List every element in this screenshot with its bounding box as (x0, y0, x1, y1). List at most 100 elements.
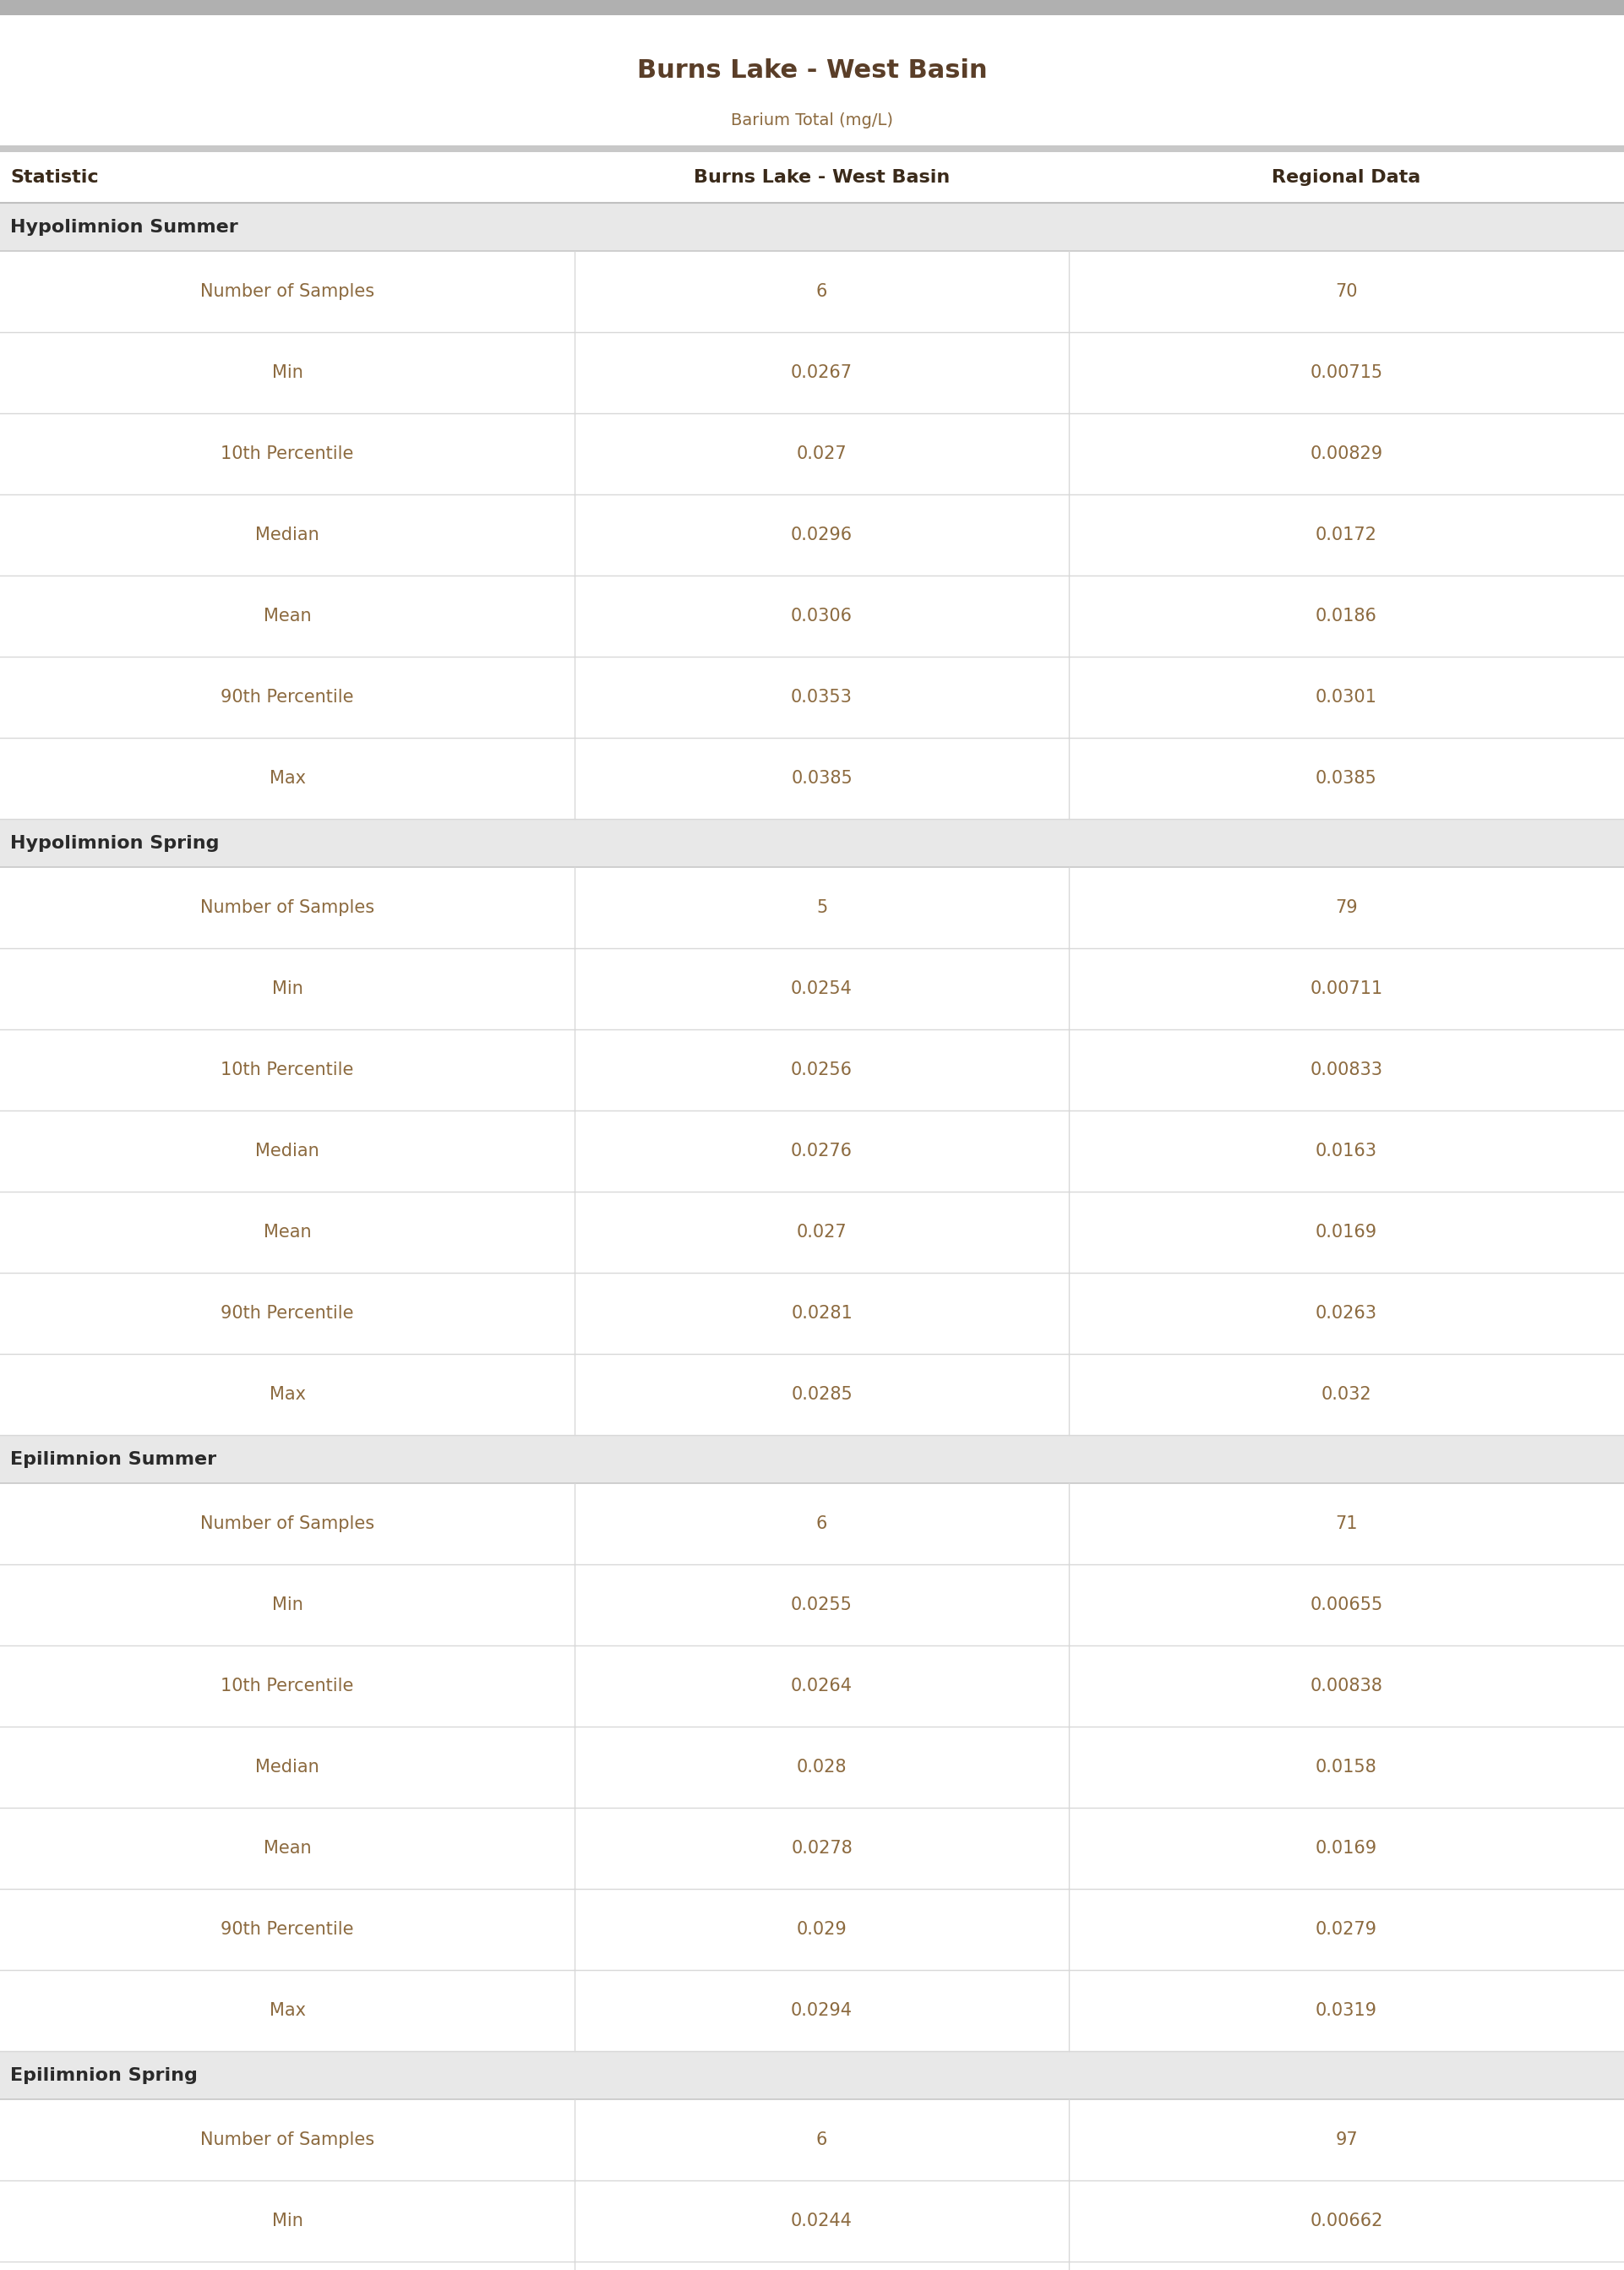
Bar (0, 1807, 1624, 1889)
Bar (0, 2100, 1624, 2181)
Text: 0.032: 0.032 (1322, 1387, 1372, 1403)
Bar (0, 413, 1624, 495)
Text: Barium Total (mg/L): Barium Total (mg/L) (731, 111, 893, 127)
Bar (0, 2181, 1624, 2261)
Text: 0.0285: 0.0285 (791, 1387, 853, 1403)
Text: 0.0256: 0.0256 (791, 1062, 853, 1078)
Text: Hypolimnion Summer: Hypolimnion Summer (10, 218, 239, 236)
Bar (0, 1028, 1624, 1110)
Text: Number of Samples: Number of Samples (200, 2132, 375, 2147)
Bar (0, 1564, 1624, 1646)
Text: 0.0353: 0.0353 (791, 688, 853, 706)
Text: Number of Samples: Number of Samples (200, 899, 375, 917)
Text: 0.0294: 0.0294 (791, 2002, 853, 2018)
Text: 0.0186: 0.0186 (1315, 608, 1377, 624)
Text: Mean: Mean (263, 608, 312, 624)
Text: 0.029: 0.029 (796, 1920, 848, 1939)
Text: Number of Samples: Number of Samples (200, 1516, 375, 1532)
Bar (0, 1110, 1624, 1192)
Text: Regional Data: Regional Data (1272, 168, 1421, 186)
Bar (0, 495, 1624, 577)
Text: Min: Min (271, 1596, 302, 1614)
Text: 5: 5 (817, 899, 827, 917)
Text: Statistic: Statistic (10, 168, 99, 186)
Text: 0.0158: 0.0158 (1315, 1759, 1377, 1775)
Bar (0, 1192, 1624, 1273)
Text: 0.00655: 0.00655 (1311, 1596, 1384, 1614)
Text: 0.00711: 0.00711 (1311, 981, 1382, 997)
Bar (0, 1970, 1624, 2052)
Text: Median: Median (255, 1142, 320, 1160)
Text: Min: Min (271, 363, 302, 381)
Bar (0, 819, 1624, 867)
Text: Min: Min (271, 2213, 302, 2229)
Bar (0, 1273, 1624, 1353)
Bar (0, 949, 1624, 1028)
Text: 10th Percentile: 10th Percentile (221, 445, 354, 463)
Text: Median: Median (255, 1759, 320, 1775)
Text: 6: 6 (817, 2132, 827, 2147)
Bar (0, 577, 1624, 656)
Text: 0.027: 0.027 (796, 445, 846, 463)
Text: Min: Min (271, 981, 302, 997)
Text: Epilimnion Summer: Epilimnion Summer (10, 1451, 216, 1469)
Text: 10th Percentile: 10th Percentile (221, 1062, 354, 1078)
Text: 0.0306: 0.0306 (791, 608, 853, 624)
Text: 71: 71 (1335, 1516, 1358, 1532)
Text: 90th Percentile: 90th Percentile (221, 688, 354, 706)
Bar (0, 331, 1624, 413)
Text: 97: 97 (1335, 2132, 1358, 2147)
Bar (0, 738, 1624, 819)
Bar (0, 145, 1624, 152)
Bar (0, 656, 1624, 738)
Text: 79: 79 (1335, 899, 1358, 917)
Bar (0, 152, 1624, 202)
Bar (0, 2261, 1624, 2270)
Text: 70: 70 (1335, 284, 1358, 300)
Text: 0.0301: 0.0301 (1315, 688, 1377, 706)
Bar (0, 1646, 1624, 1727)
Text: 0.0163: 0.0163 (1315, 1142, 1377, 1160)
Text: 0.028: 0.028 (797, 1759, 846, 1775)
Bar (0, 252, 1624, 331)
Text: 0.0279: 0.0279 (1315, 1920, 1377, 1939)
Text: 0.00715: 0.00715 (1311, 363, 1382, 381)
Text: 0.0319: 0.0319 (1315, 2002, 1377, 2018)
Text: Hypolimnion Spring: Hypolimnion Spring (10, 835, 219, 851)
Text: 6: 6 (817, 284, 827, 300)
Bar (0, 1435, 1624, 1482)
Text: 0.0281: 0.0281 (791, 1305, 853, 1321)
Text: Mean: Mean (263, 1224, 312, 1242)
Text: 0.00829: 0.00829 (1311, 445, 1382, 463)
Text: Burns Lake - West Basin: Burns Lake - West Basin (693, 168, 950, 186)
Text: Number of Samples: Number of Samples (200, 284, 375, 300)
Bar (0, 1727, 1624, 1807)
Text: Max: Max (270, 2002, 305, 2018)
Bar (0, 2052, 1624, 2100)
Bar (0, 1353, 1624, 1435)
Text: 0.0172: 0.0172 (1315, 527, 1377, 543)
Text: 0.0278: 0.0278 (791, 1839, 853, 1857)
Text: 0.027: 0.027 (796, 1224, 846, 1242)
Text: 0.0169: 0.0169 (1315, 1839, 1377, 1857)
Text: Max: Max (270, 770, 305, 788)
Bar (0, 1889, 1624, 1970)
Text: Epilimnion Spring: Epilimnion Spring (10, 2066, 198, 2084)
Text: 0.0263: 0.0263 (1315, 1305, 1377, 1321)
Text: Burns Lake - West Basin: Burns Lake - West Basin (637, 59, 987, 82)
Text: 0.0276: 0.0276 (791, 1142, 853, 1160)
Text: 0.00662: 0.00662 (1311, 2213, 1384, 2229)
Text: 0.0255: 0.0255 (791, 1596, 853, 1614)
Text: 0.0254: 0.0254 (791, 981, 853, 997)
Text: 0.00833: 0.00833 (1311, 1062, 1382, 1078)
Text: 10th Percentile: 10th Percentile (221, 1678, 354, 1693)
Text: 90th Percentile: 90th Percentile (221, 1305, 354, 1321)
Text: 0.0296: 0.0296 (791, 527, 853, 543)
Text: 0.0385: 0.0385 (791, 770, 853, 788)
Bar (0, 867, 1624, 949)
Text: 0.00838: 0.00838 (1311, 1678, 1382, 1693)
Text: 6: 6 (817, 1516, 827, 1532)
Text: Mean: Mean (263, 1839, 312, 1857)
Text: 0.0244: 0.0244 (791, 2213, 853, 2229)
Text: 0.0385: 0.0385 (1315, 770, 1377, 788)
